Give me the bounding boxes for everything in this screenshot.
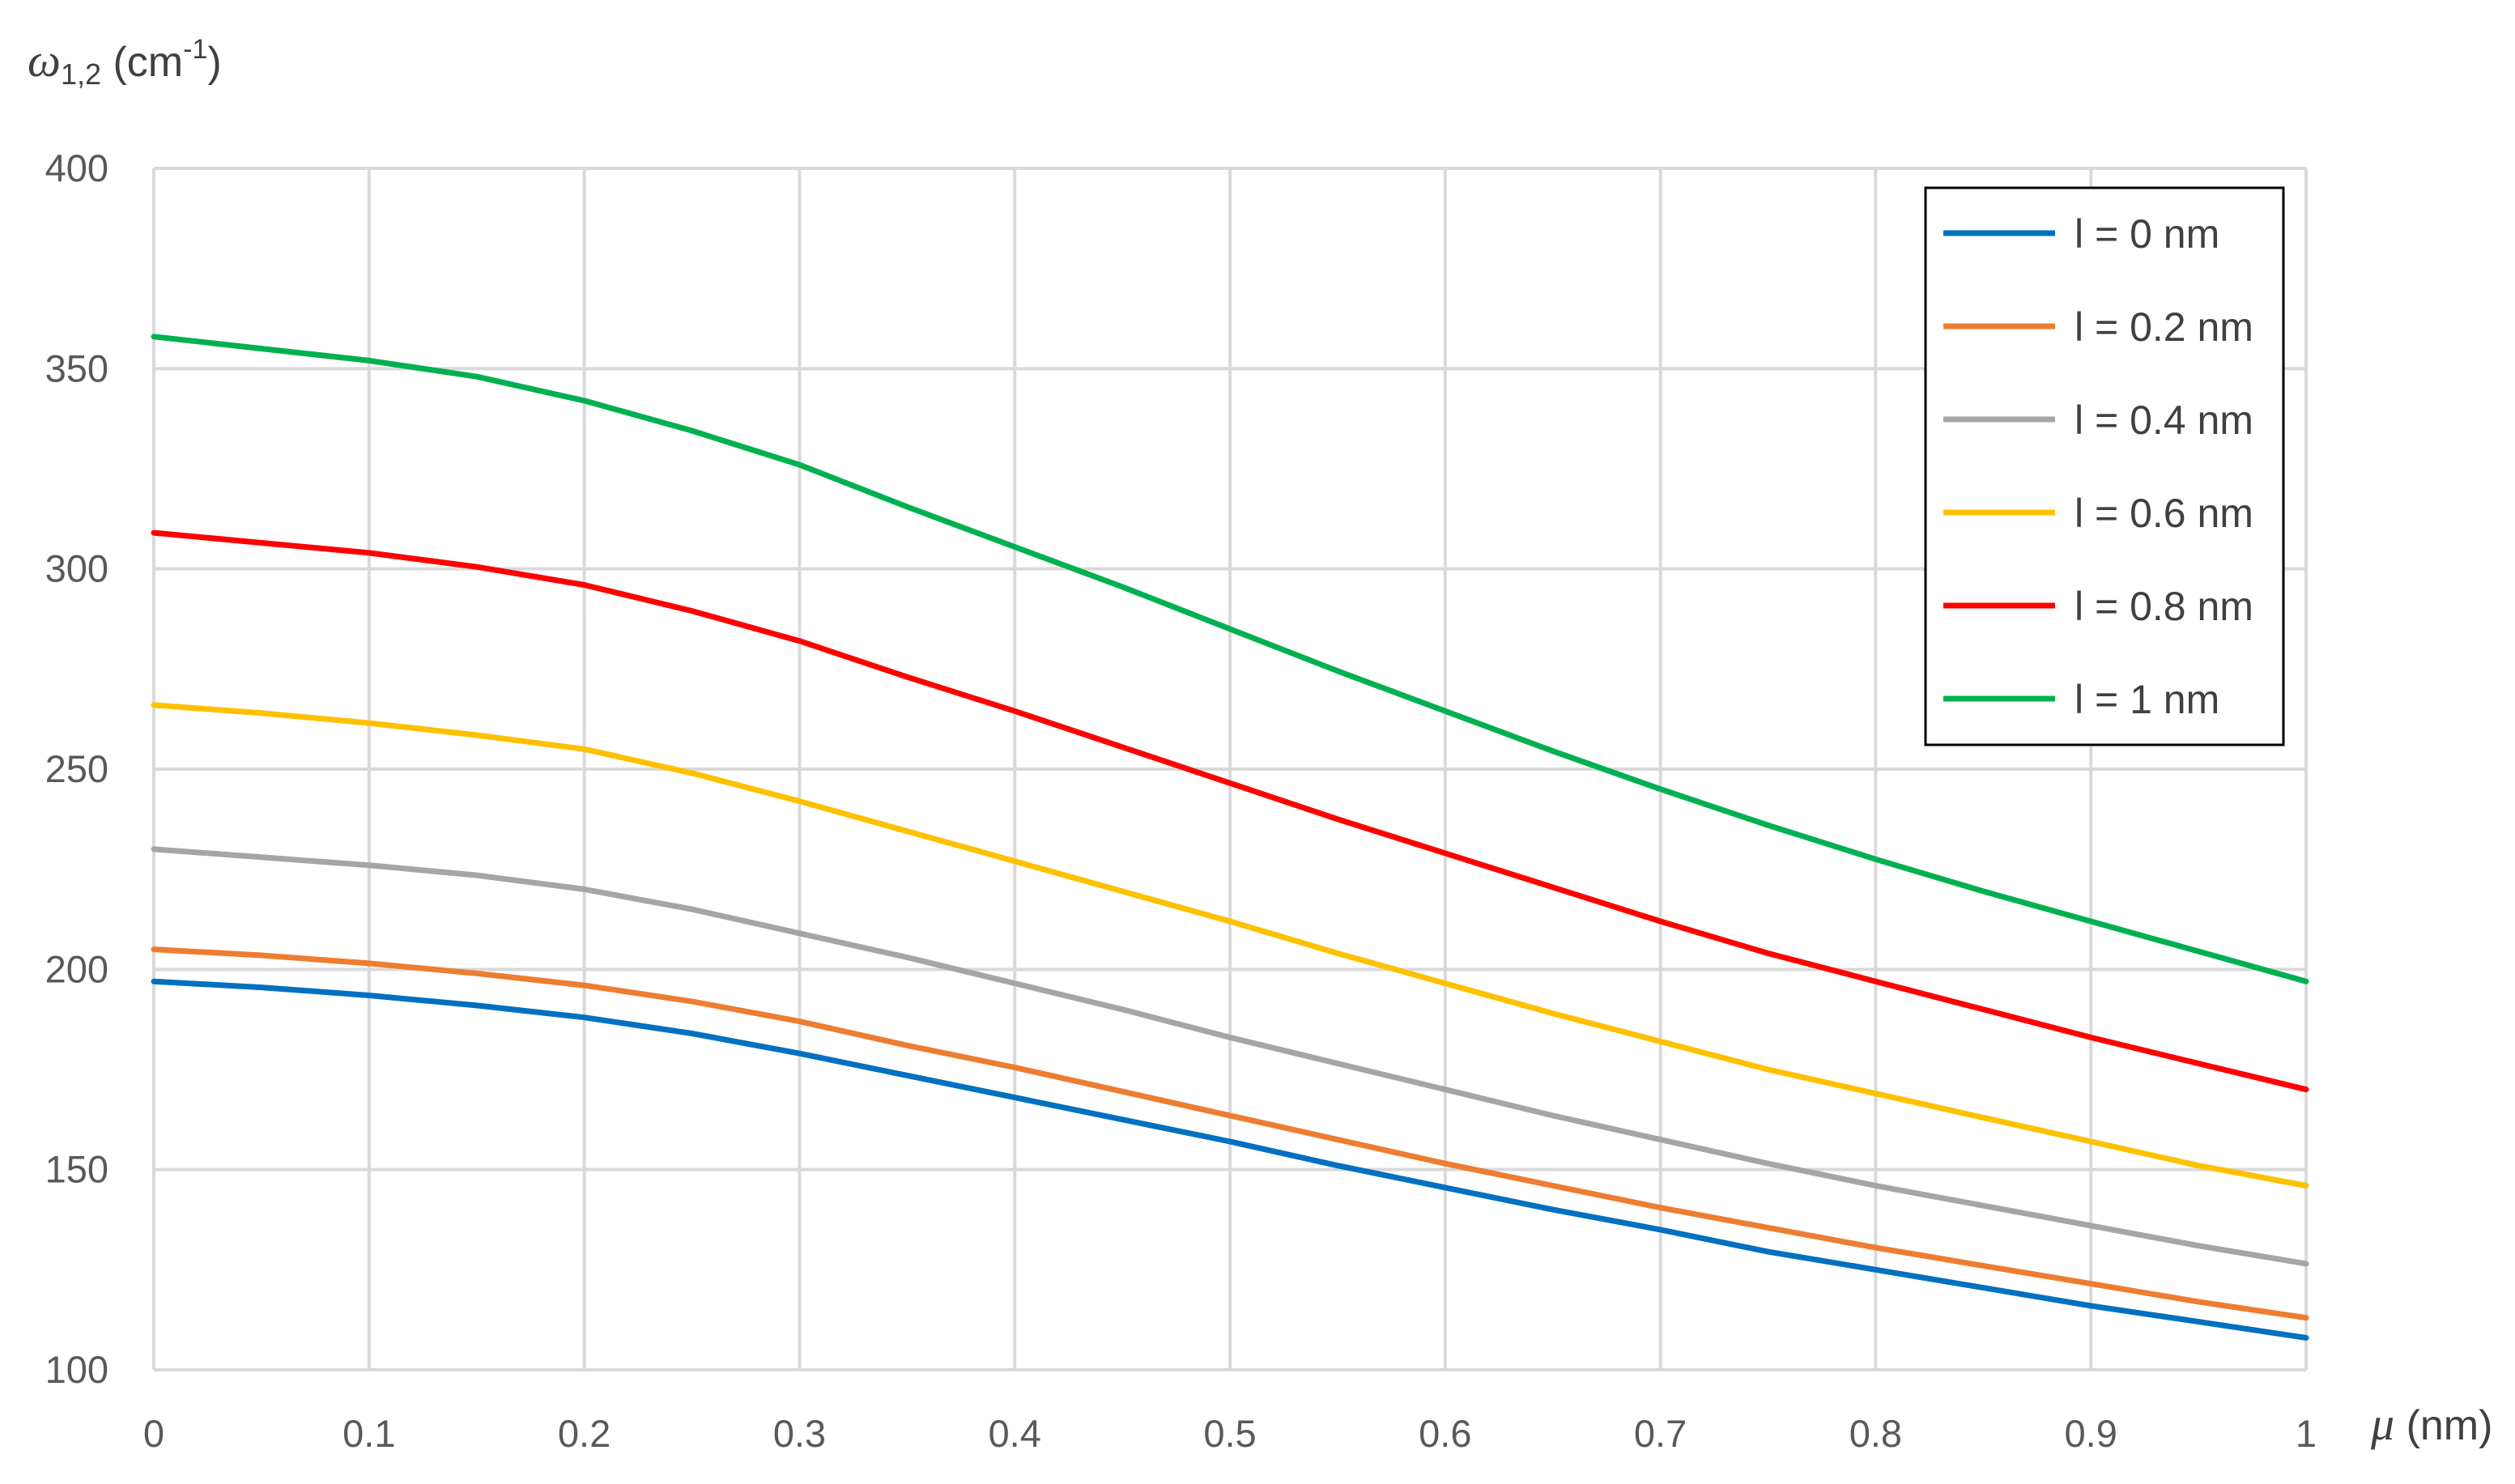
y-axis-label: ω1,2 (cm-1) (28, 34, 222, 91)
series-line-1 (151, 946, 2309, 1321)
series-line-5 (151, 334, 2309, 984)
y-axis-symbol: ω (28, 34, 61, 87)
x-axis-label: μ (nm) (2370, 1397, 2492, 1450)
series-line-0 (151, 978, 2309, 1341)
y-tick-label: 200 (45, 947, 109, 990)
x-tick-label: 1 (2296, 1412, 2317, 1455)
x-tick-label: 0 (143, 1412, 164, 1455)
y-tick-label: 100 (45, 1348, 109, 1391)
y-axis-subscript: 1,2 (61, 57, 101, 91)
x-tick-label: 0.5 (1203, 1412, 1256, 1455)
x-tick-label: 0.1 (343, 1412, 395, 1455)
y-tick-label: 300 (45, 547, 109, 590)
x-axis-symbol: μ (2370, 1397, 2394, 1450)
y-tick-label: 150 (45, 1148, 109, 1191)
y-axis-unit-post: ) (207, 39, 221, 86)
legend-label: l = 0.8 nm (2075, 584, 2253, 629)
y-axis-unit-superscript: -1 (183, 34, 207, 65)
x-tick-label: 0.9 (2065, 1412, 2117, 1455)
x-axis-unit: (nm) (2394, 1402, 2492, 1449)
legend-label: l = 0 nm (2075, 211, 2219, 257)
y-tick-label: 400 (45, 147, 109, 189)
legend-label: l = 1 nm (2075, 677, 2219, 722)
y-axis-unit-pre: (cm (101, 39, 183, 86)
legend-label: l = 0.2 nm (2075, 304, 2253, 350)
series-line-2 (151, 846, 2309, 1267)
legend-label: l = 0.6 nm (2075, 491, 2253, 536)
x-tick-label: 0.8 (1849, 1412, 1902, 1455)
x-tick-label: 0.2 (558, 1412, 611, 1455)
x-tick-label: 0.3 (773, 1412, 826, 1455)
x-tick-label: 0.6 (1419, 1412, 1471, 1455)
legend-box (1924, 186, 2285, 746)
x-tick-label: 0.4 (989, 1412, 1041, 1455)
series-lines (151, 334, 2309, 1341)
y-tick-label: 250 (45, 747, 109, 790)
legend: l = 0 nm l = 0.2 nm l = 0.4 nm l = 0.6 nm l … (1924, 186, 2285, 746)
series-line-3 (151, 702, 2309, 1188)
tick-labels: 0 0.1 0.2 0.3 0.4 0.5 0.6 0.7 0.8 0.9 1 100 150 200 25… (45, 147, 2317, 1455)
gridlines (152, 167, 2308, 1371)
legend-label: l = 0.4 nm (2075, 398, 2253, 443)
x-tick-label: 0.7 (1634, 1412, 1687, 1455)
y-tick-label: 350 (45, 347, 109, 389)
series-line-4 (151, 529, 2309, 1093)
